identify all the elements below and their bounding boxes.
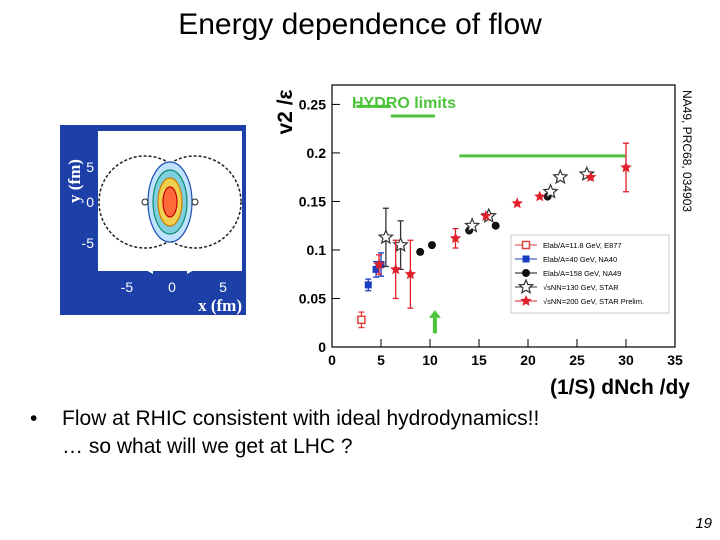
inset-b-label: b = 7 fm (104, 136, 161, 153)
data-point (552, 168, 569, 185)
x-axis-label: (1/S) dNch /dy (550, 376, 690, 399)
legend-marker (520, 295, 532, 306)
inset-x-tick: -5 (121, 279, 134, 295)
inset-y-axis-label: y (fm) (65, 159, 84, 203)
data-point (373, 258, 385, 270)
inset-x-tick: 5 (219, 279, 227, 295)
data-point (620, 161, 632, 173)
flow-chart: 0 5 10 15 20 25 30 35 0 0.05 0.1 0.15 0.2 0.25 Elab/A… (270, 60, 700, 410)
y-tick-label: 0 (318, 339, 326, 355)
inset-y-tick: -5 (82, 235, 95, 251)
y-tick-label: 0.25 (299, 96, 326, 112)
x-tick-label: 20 (520, 352, 536, 368)
x-tick-label: 35 (667, 352, 683, 368)
x-tick-label: 10 (422, 352, 438, 368)
y-tick-label: 0.2 (307, 145, 327, 161)
z-axis-out-icon (208, 138, 220, 150)
inset-z-label: z (224, 137, 231, 153)
y-tick-label: 0.05 (299, 290, 326, 306)
legend-entry: Elab/A=158 GeV, NA49 (543, 269, 621, 278)
nucleus-right-center (191, 198, 199, 206)
legend-marker (517, 278, 535, 294)
legend-entry: Elab/A=11.8 GeV, E877 (543, 241, 622, 250)
x-tick-label: 0 (328, 352, 336, 368)
legend-box (510, 234, 670, 314)
x-tick-label: 25 (569, 352, 585, 368)
slide-title: Energy dependence of flow (178, 8, 542, 41)
legend-marker (522, 255, 530, 263)
bullet-line-2: … so what will we get at LHC ? (62, 435, 353, 458)
legend-entry: √sNN=130 GeV, STAR (543, 283, 619, 292)
data-point (404, 268, 417, 280)
x-tick-label: 15 (471, 352, 487, 368)
data-point (534, 190, 546, 202)
inset-x-tick: 0 (168, 279, 176, 295)
data-point (427, 241, 436, 250)
data-point (416, 247, 425, 256)
data-point (491, 221, 500, 230)
b-arrow-label: b (164, 256, 170, 268)
y-tick-label: 0.1 (307, 242, 327, 258)
data-point (390, 263, 402, 275)
x-tick-label: 30 (618, 352, 634, 368)
inset-x-axis-label: x (fm) (198, 296, 242, 315)
page-number: 19 (695, 515, 712, 532)
data-point (585, 171, 597, 182)
data-point (464, 217, 481, 233)
data-point (357, 315, 366, 325)
hydro-arrow-head (428, 310, 441, 318)
collision-geometry-inset: b = 7 fm z b y (fm) 5 0 -5 -5 0 5 x (fm) (60, 125, 246, 315)
legend-entry: Elab/A=40 GeV, NA40 (543, 255, 617, 264)
data-point (542, 183, 559, 199)
flow-chart-svg: 0 5 10 15 20 25 30 35 0 0.05 0.1 0.15 0.2 0.25 Elab/A… (274, 84, 694, 399)
bullet-line-1: Flow at RHIC consistent with ideal hydro… (62, 407, 540, 430)
data-point (364, 281, 372, 289)
hydro-limits-label: HYDRO limits (352, 95, 456, 112)
inset-y-tick: 0 (86, 194, 94, 210)
legend-marker (521, 240, 531, 250)
y-axis-label: v2 /ε (274, 89, 297, 134)
collision-geometry-figure: b = 7 fm z b y (fm) 5 0 -5 -5 0 5 x (fm) (65, 131, 242, 315)
data-point (372, 265, 380, 273)
inset-y-tick: 5 (86, 159, 94, 175)
nucleus-right-circle (148, 155, 242, 249)
y-tick-label: 0.15 (299, 193, 326, 209)
bullet-dot-icon: • (30, 407, 38, 430)
data-point (377, 228, 395, 245)
overlap-contour-4 (162, 186, 178, 218)
nucleus-left-center (141, 198, 149, 206)
reference-side-label: NA49, PRC68, 034903 (680, 90, 694, 212)
data-point (480, 210, 492, 221)
legend-marker (522, 269, 530, 277)
z-axis-cross-icon (210, 140, 218, 148)
data-point (511, 197, 523, 209)
data-point (449, 232, 462, 244)
x-tick-label: 5 (377, 352, 385, 368)
legend-entry: √sNN=200 GeV, STAR Prelim. (543, 297, 644, 306)
